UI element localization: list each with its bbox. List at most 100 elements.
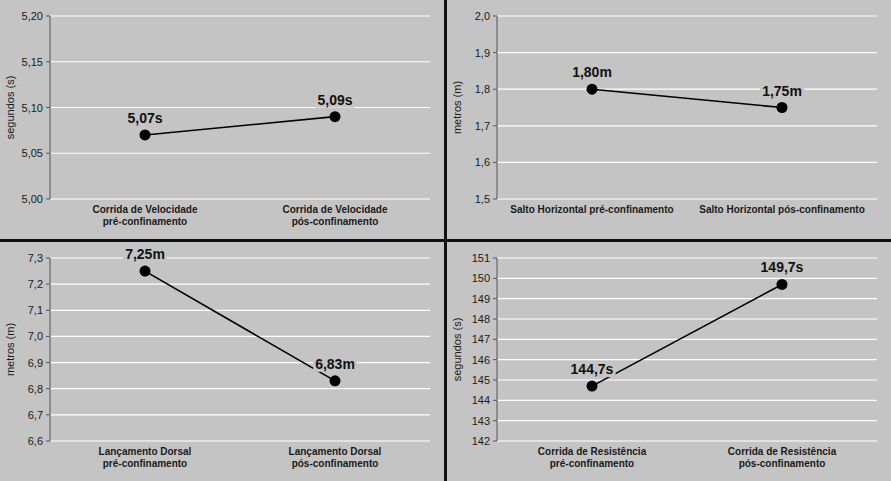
- grid-line: [50, 440, 430, 441]
- tick-mark: [493, 339, 497, 340]
- grid-line: [497, 440, 877, 441]
- tick-label: 7,1: [28, 304, 43, 316]
- tick-label: 148: [472, 313, 490, 325]
- grid-line: [497, 379, 877, 380]
- data-point: [777, 102, 788, 113]
- tick-label: 1,5: [475, 193, 490, 205]
- data-label: 1,75m: [762, 83, 802, 99]
- tick-label: 151: [472, 252, 490, 264]
- data-label-group: 1,75m: [760, 83, 804, 99]
- tick-label: 144: [472, 394, 490, 406]
- panel: 142143144145146147148149150151segundos (…: [447, 242, 891, 481]
- panel: 5,005,055,105,155,20segundos (s)Corrida …: [0, 0, 444, 239]
- tick-label: 145: [472, 374, 490, 386]
- panel: 1,51,61,71,81,92,0metros (m)Salto Horizo…: [447, 0, 891, 239]
- tick-label: 1,8: [475, 83, 490, 95]
- tick-mark: [46, 441, 50, 442]
- grid-line: [497, 359, 877, 360]
- label-patch: [313, 356, 357, 372]
- grid-line: [497, 318, 877, 319]
- tick-label: 5,10: [22, 102, 43, 114]
- category-label: Corrida de Velocidadepré-confinamento: [92, 204, 197, 227]
- grid-line: [50, 336, 430, 337]
- plot-area: [587, 84, 788, 113]
- tick-label: 5,00: [22, 193, 43, 205]
- grid-line: [497, 125, 877, 126]
- grid-line: [497, 339, 877, 340]
- label-patch: [760, 83, 804, 99]
- tick-label: 146: [472, 354, 490, 366]
- data-point: [140, 129, 151, 140]
- data-point: [587, 381, 598, 392]
- tick-mark: [46, 336, 50, 337]
- label-patch: [570, 64, 614, 80]
- tick-label: 1,7: [475, 120, 490, 132]
- grid-line: [50, 15, 430, 16]
- grid-line: [50, 284, 430, 285]
- grid-line: [50, 153, 430, 154]
- grid-line: [497, 420, 877, 421]
- tick-mark: [46, 310, 50, 311]
- series-line: [145, 271, 335, 381]
- grid-line: [50, 61, 430, 62]
- grid-line: [497, 198, 877, 199]
- category-label: Corrida de Resistênciapós-confinamento: [728, 446, 837, 469]
- tick-label: 6,7: [28, 409, 43, 421]
- tick-label: 150: [472, 272, 490, 284]
- data-label-group: 5,07s: [125, 110, 164, 126]
- data-label-group: 1,80m: [570, 64, 614, 80]
- tick-label: 2,0: [475, 10, 490, 22]
- data-label: 5,07s: [127, 110, 162, 126]
- grid-line: [497, 15, 877, 16]
- tick-mark: [493, 441, 497, 442]
- plot-area: [587, 279, 788, 392]
- tick-mark: [493, 359, 497, 360]
- tick-mark: [493, 16, 497, 17]
- data-label: 144,7s: [571, 361, 614, 377]
- data-point: [777, 279, 788, 290]
- grid-line: [497, 162, 877, 163]
- grid-line: [497, 52, 877, 53]
- axis-title: segundos (s): [4, 76, 16, 140]
- grid-line: [497, 400, 877, 401]
- tick-label: 7,3: [28, 252, 43, 264]
- grid-line: [50, 388, 430, 389]
- category-label: Lançamento Dorsalpré-confinamento: [99, 446, 192, 469]
- tick-mark: [493, 125, 497, 126]
- tick-mark: [46, 61, 50, 62]
- grid-line: [50, 198, 430, 199]
- tick-mark: [493, 298, 497, 299]
- chart: 1,51,61,71,81,92,0metros (m)Salto Horizo…: [447, 0, 891, 239]
- data-label: 5,09s: [317, 92, 352, 108]
- grid-line: [50, 107, 430, 108]
- tick-label: 5,05: [22, 147, 43, 159]
- tick-label: 147: [472, 333, 490, 345]
- category-label: Salto Horizontal pós-confinamento: [699, 204, 865, 215]
- tick-mark: [46, 153, 50, 154]
- series-line: [145, 117, 335, 135]
- data-label-group: 149,7s: [759, 259, 806, 275]
- panel: 6,66,76,86,97,07,17,27,3metros (m)Lançam…: [0, 242, 444, 481]
- chart-grid: 5,005,055,105,155,20segundos (s)Corrida …: [0, 0, 891, 481]
- tick-mark: [493, 319, 497, 320]
- tick-label: 5,15: [22, 56, 43, 68]
- data-label-group: 144,7s: [569, 361, 616, 377]
- tick-label: 142: [472, 435, 490, 447]
- tick-mark: [493, 278, 497, 279]
- data-label: 6,83m: [315, 356, 355, 372]
- category-label: Salto Horizontal pré-confinamento: [510, 204, 673, 215]
- axis-title: metros (m): [4, 323, 16, 376]
- y-axis: [497, 16, 498, 199]
- tick-mark: [493, 258, 497, 259]
- tick-label: 1,6: [475, 156, 490, 168]
- label-patch: [125, 110, 164, 126]
- tick-mark: [493, 89, 497, 90]
- grid-line: [50, 362, 430, 363]
- tick-label: 1,9: [475, 47, 490, 59]
- label-patch: [315, 92, 354, 108]
- series-line: [592, 89, 782, 107]
- grid-line: [497, 278, 877, 279]
- label-patch: [123, 246, 167, 262]
- grid-line: [50, 414, 430, 415]
- tick-mark: [493, 199, 497, 200]
